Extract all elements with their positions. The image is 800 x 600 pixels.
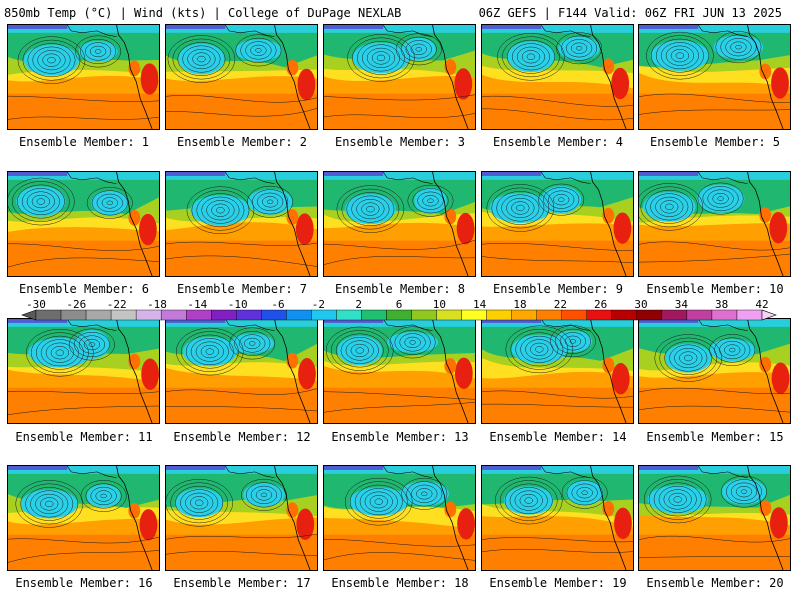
ensemble-member-label: Ensemble Member: 4 xyxy=(492,135,624,149)
ensemble-member-label: Ensemble Member: 20 xyxy=(646,576,784,590)
colorbar-tick-label: 34 xyxy=(674,298,688,311)
temperature-map xyxy=(324,172,475,276)
ensemble-map-panel xyxy=(7,318,160,424)
colorbar-tick-label: 22 xyxy=(553,298,567,311)
ensemble-member-label: Ensemble Member: 7 xyxy=(176,282,308,296)
temperature-map xyxy=(482,25,633,129)
ensemble-map-panel xyxy=(7,171,160,277)
ensemble-map-panel xyxy=(165,24,318,130)
ensemble-map-panel xyxy=(323,465,476,571)
colorbar-tick-label: 10 xyxy=(432,298,446,311)
ensemble-map-panel xyxy=(481,24,634,130)
chart-title: 850mb Temp (°C) | Wind (kts) | College o… xyxy=(4,6,402,20)
temperature-map xyxy=(324,319,475,423)
ensemble-member-label: Ensemble Member: 11 xyxy=(15,430,153,444)
colorbar-tick-label: -10 xyxy=(227,298,248,311)
ensemble-member-label: Ensemble Member: 2 xyxy=(176,135,308,149)
temperature-map xyxy=(166,466,317,570)
ensemble-map-panel xyxy=(638,465,791,571)
ensemble-member-label: Ensemble Member: 14 xyxy=(489,430,627,444)
colorbar-tick-label: 6 xyxy=(395,298,403,311)
temperature-map xyxy=(166,25,317,129)
colorbar-tick-label: -26 xyxy=(66,298,87,311)
ensemble-map-panel xyxy=(481,465,634,571)
ensemble-map-panel xyxy=(165,171,318,277)
temperature-map xyxy=(482,172,633,276)
temperature-map xyxy=(639,25,790,129)
ensemble-map-panel xyxy=(165,318,318,424)
temperature-map xyxy=(166,319,317,423)
colorbar-tick-label: -18 xyxy=(147,298,167,311)
ensemble-member-label: Ensemble Member: 6 xyxy=(18,282,150,296)
temperature-map xyxy=(324,466,475,570)
ensemble-member-label: Ensemble Member: 5 xyxy=(649,135,781,149)
ensemble-member-label: Ensemble Member: 12 xyxy=(173,430,311,444)
ensemble-map-panel xyxy=(323,171,476,277)
ensemble-map-panel xyxy=(638,24,791,130)
colorbar-tick-label: 30 xyxy=(634,298,648,311)
ensemble-member-label: Ensemble Member: 17 xyxy=(173,576,311,590)
ensemble-map-panel xyxy=(638,171,791,277)
temperature-map xyxy=(166,172,317,276)
temperature-map xyxy=(324,25,475,129)
ensemble-member-label: Ensemble Member: 15 xyxy=(646,430,784,444)
temperature-map xyxy=(482,319,633,423)
temperature-map xyxy=(8,25,159,129)
colorbar-tick-label: -22 xyxy=(106,298,127,311)
ensemble-map-panel xyxy=(7,465,160,571)
ensemble-map-panel xyxy=(481,171,634,277)
temperature-map xyxy=(8,172,159,276)
colorbar-tick-label: 38 xyxy=(715,298,729,311)
colorbar-tick-label: 18 xyxy=(513,298,527,311)
ensemble-member-label: Ensemble Member: 10 xyxy=(646,282,784,296)
ensemble-member-label: Ensemble Member: 9 xyxy=(492,282,624,296)
colorbar-tick-label: -14 xyxy=(187,298,208,311)
ensemble-map-panel xyxy=(165,465,318,571)
ensemble-member-label: Ensemble Member: 16 xyxy=(15,576,153,590)
temperature-map xyxy=(482,466,633,570)
colorbar-tick-label: 14 xyxy=(473,298,487,311)
ensemble-member-label: Ensemble Member: 18 xyxy=(331,576,469,590)
ensemble-map-panel xyxy=(481,318,634,424)
ensemble-map-panel xyxy=(323,24,476,130)
ensemble-member-label: Ensemble Member: 3 xyxy=(334,135,466,149)
run-info: 06Z GEFS | F144 Valid: 06Z FRI JUN 13 20… xyxy=(478,6,782,20)
ensemble-member-label: Ensemble Member: 19 xyxy=(489,576,627,590)
colorbar-scale xyxy=(21,309,777,321)
colorbar-tick-label: -30 xyxy=(26,298,46,311)
temperature-map xyxy=(639,466,790,570)
ensemble-member-label: Ensemble Member: 13 xyxy=(331,430,469,444)
temperature-map xyxy=(639,319,790,423)
temperature-map xyxy=(8,466,159,570)
colorbar-tick-label: 26 xyxy=(594,298,608,311)
colorbar-tick-label: 2 xyxy=(355,298,362,311)
colorbar-tick-label: -6 xyxy=(271,298,285,311)
temperature-colorbar: -30 -26 -22 -18 -14 -10 -6 -2 2 6 10 14 18 22 26 30 34 38… xyxy=(10,298,790,322)
ensemble-map-panel xyxy=(323,318,476,424)
colorbar-tick-label: 42 xyxy=(755,298,769,311)
ensemble-map-panel xyxy=(7,24,160,130)
colorbar-tick-label: -2 xyxy=(311,298,325,311)
ensemble-member-label: Ensemble Member: 1 xyxy=(18,135,150,149)
ensemble-map-panel xyxy=(638,318,791,424)
temperature-map xyxy=(639,172,790,276)
ensemble-member-label: Ensemble Member: 8 xyxy=(334,282,466,296)
temperature-map xyxy=(8,319,159,423)
